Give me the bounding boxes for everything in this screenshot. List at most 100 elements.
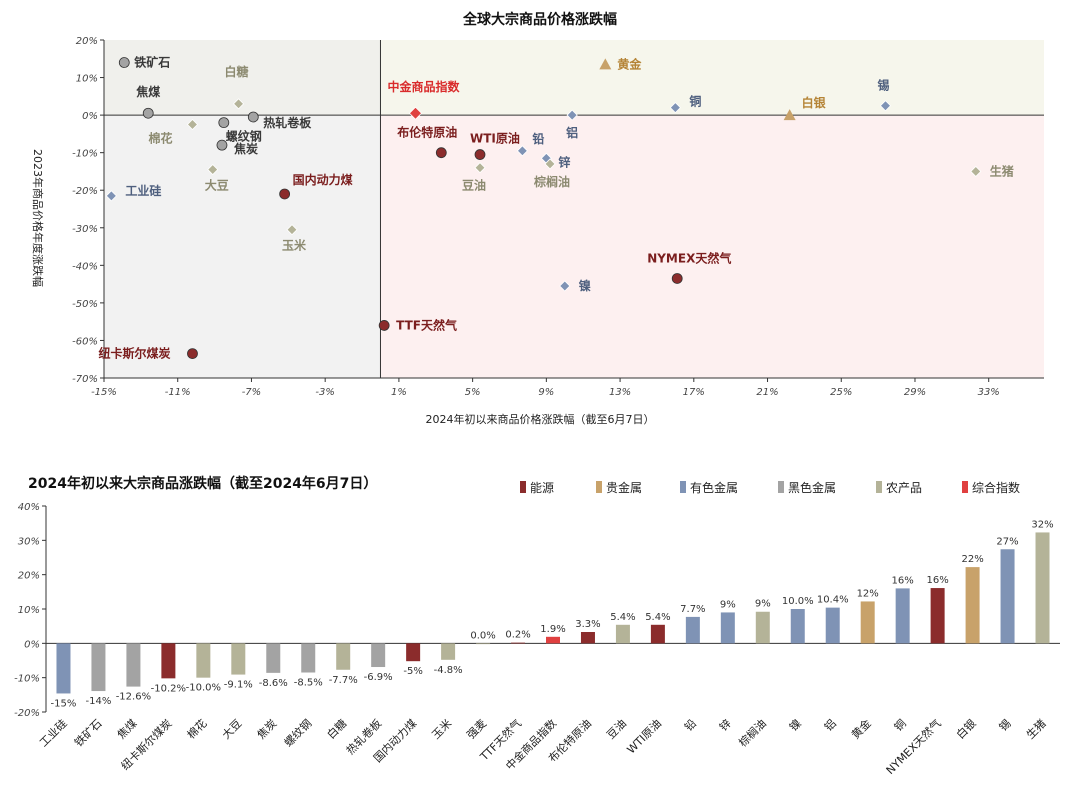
legend-item-precious: 贵金属 <box>596 480 642 495</box>
scatter-y-tick-label: 10% <box>76 74 98 85</box>
bar-group-27: 27% 锡 <box>996 536 1019 734</box>
bar-category-label: 生猪 <box>1023 716 1048 741</box>
scatter-y-tick-label: 0% <box>82 111 98 122</box>
point-label: 焦煤 <box>135 84 160 99</box>
scatter-point-0: 铁矿石 <box>118 55 170 70</box>
point-marker <box>970 165 982 178</box>
quadrant-bottom-right <box>380 115 1044 378</box>
bar-value-label: -15% <box>51 698 77 709</box>
bar <box>196 643 211 678</box>
scatter-x-tick-label: 21% <box>756 387 778 398</box>
bar-group-21: 10.0% 镍 <box>782 596 814 734</box>
scatter-x-tick-label: 9% <box>538 387 554 398</box>
bar-y-tick-label: 40% <box>18 502 40 513</box>
bar <box>511 642 526 644</box>
bar-group-1: -14% 铁矿石 <box>72 643 111 749</box>
bar-category-label: 铅 <box>681 716 699 734</box>
bar <box>1035 532 1050 644</box>
bar <box>161 643 176 679</box>
bar <box>406 643 421 662</box>
bar-category-label: 螺纹钢 <box>281 716 314 749</box>
bar-group-9: -6.9%热轧卷板 <box>343 643 393 757</box>
bar-value-label: 27% <box>996 536 1018 547</box>
scatter-y-tick-label: -30% <box>72 224 98 235</box>
scatter-point-23: 铜 <box>669 94 701 114</box>
scatter-point-10: 玉米 <box>282 224 307 253</box>
scatter-x-tick-label: 5% <box>465 387 481 398</box>
point-marker <box>671 273 683 284</box>
bar-category-label: 白银 <box>953 716 978 741</box>
point-marker <box>879 100 892 112</box>
bar-value-label: 0.0% <box>470 630 495 641</box>
bar-y-tick-label: -10% <box>14 674 40 685</box>
bar-value-label: -4.8% <box>434 665 463 676</box>
scatter-point-26: 锡 <box>877 78 892 112</box>
scatter-point-22: 黄金 <box>599 56 642 71</box>
bar-y-tick-label: 0% <box>24 639 40 650</box>
bar-group-24: 16% 铜 <box>891 575 914 733</box>
point-marker <box>218 117 230 129</box>
scatter-x-tick-label: -15% <box>91 387 117 398</box>
point-label: 白银 <box>802 95 827 110</box>
scatter-point-7: 大豆 <box>205 164 229 193</box>
bar-group-6: -8.6% 焦炭 <box>255 643 288 742</box>
legend-label: 农产品 <box>886 481 922 495</box>
point-marker <box>599 58 612 70</box>
bar-category-label: 焦炭 <box>255 717 280 742</box>
legend-item-index: 综合指数 <box>962 480 1020 495</box>
bar-value-label: 12% <box>857 588 879 599</box>
point-marker <box>142 107 154 119</box>
bar-group-8: -7.7% 白糖 <box>324 643 358 742</box>
bar-category-label: WTI原油 <box>624 716 664 756</box>
bar <box>685 616 700 644</box>
point-marker <box>286 224 298 236</box>
scatter-chart: 全球大宗商品价格涨跌幅 20% 10% 0% -10% -20% -30% -40% -50%… <box>31 11 1044 426</box>
scatter-point-21: 镍 <box>559 278 591 293</box>
bar <box>336 643 351 670</box>
legend-swatch <box>962 481 968 493</box>
bar-category-label: 焦煤 <box>115 717 140 742</box>
point-marker <box>669 102 681 114</box>
scatter-x-tick-label: -11% <box>165 387 191 398</box>
point-label: 铅 <box>531 131 544 146</box>
bar <box>231 643 246 675</box>
bar-group-16: 5.4% 豆油 <box>604 612 636 742</box>
bar-value-label: 1.9% <box>540 624 565 635</box>
bar-value-label: 9% <box>720 599 736 610</box>
bar-y-tick-label: 30% <box>18 536 40 547</box>
legend-swatch <box>520 481 526 493</box>
bar-value-label: -12.6% <box>116 692 151 703</box>
point-label: 黄金 <box>617 56 642 71</box>
bar-category-label: 棕榈油 <box>736 716 769 749</box>
scatter-point-3: 棉花 <box>148 118 199 146</box>
scatter-point-17: 铅 <box>516 131 544 157</box>
scatter-point-9: 国内动力煤 <box>279 172 353 200</box>
legend-item-energy: 能源 <box>520 481 554 495</box>
bar-y-tick-label: -20% <box>14 708 40 719</box>
legend-swatch <box>778 481 784 493</box>
scatter-point-19: 棕榈油 <box>533 158 570 189</box>
scatter-x-tick-label: 13% <box>609 387 631 398</box>
bar-chart: 2024年初以来大宗商品涨跌幅（截至2024年6月7日） 能源 贵金属 有色金属 黑色… <box>14 475 1060 777</box>
scatter-y-tick-label: -10% <box>72 149 98 160</box>
point-label: 国内动力煤 <box>293 172 353 187</box>
bar-category-label: 铜 <box>891 716 909 734</box>
scatter-x-tick-label: 1% <box>391 387 407 398</box>
point-label: 棉花 <box>148 131 172 146</box>
bar-group-11: -4.8% 玉米 <box>429 643 463 742</box>
bar-y-tick-label: 20% <box>18 571 40 582</box>
point-label: 白糖 <box>225 64 249 79</box>
bar <box>825 607 840 644</box>
bar-group-17: 5.4% WTI原油 <box>624 612 671 757</box>
point-label: 锡 <box>877 78 889 93</box>
bar <box>895 588 910 644</box>
bar-y-tick-label: 10% <box>18 605 40 616</box>
point-label: WTI原油 <box>470 131 520 146</box>
bar-group-4: -10.0% 棉花 <box>184 643 221 742</box>
point-marker <box>408 106 423 120</box>
point-marker <box>279 188 291 200</box>
scatter-y-axis-title: 2023年商品价格年度涨跌幅 <box>31 149 45 287</box>
bar-group-25: 16%NYMEX天然气 <box>883 575 949 777</box>
bar-value-label: 5.4% <box>645 612 670 623</box>
